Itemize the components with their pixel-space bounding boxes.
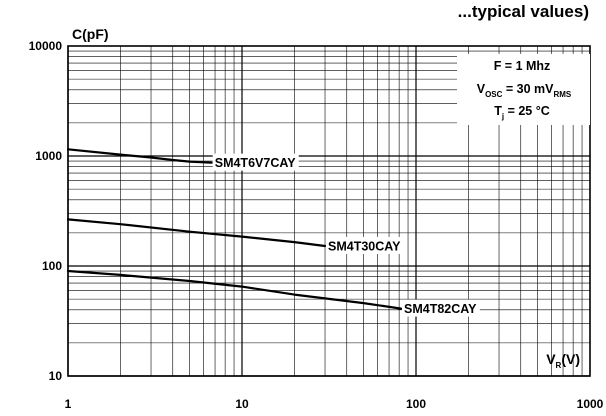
y-tick-label: 10000	[29, 39, 63, 53]
y-tick-label: 100	[42, 259, 62, 273]
condition-voltage: VOSC = 30 mVRMS	[477, 82, 572, 99]
condition-temperature: Tj = 25 °C	[494, 104, 550, 121]
condition-frequency: F = 1 Mhz	[494, 59, 551, 73]
chart-title: ...typical values)	[458, 2, 589, 21]
series-label: SM4T30CAY	[328, 239, 401, 253]
series-line-sm4t30cay	[66, 218, 327, 248]
series-label: SM4T82CAY	[404, 302, 477, 316]
x-tick-label: 1	[65, 397, 72, 411]
plot-frame	[67, 45, 591, 377]
x-tick-label: 1000	[577, 397, 604, 411]
x-axis-label: VR(V)	[546, 351, 580, 370]
series-label-bg	[212, 153, 299, 171]
conditions-box-bg	[457, 54, 590, 125]
series-label-bg	[326, 236, 404, 254]
conditions-box: F = 1 Mhz VOSC = 30 mVRMS Tj = 25 °C	[457, 54, 590, 125]
series-line-sm4t6v7cay	[66, 148, 213, 164]
x-tick-label: 100	[406, 397, 426, 411]
x-tick-label: 10	[235, 397, 249, 411]
series-label: SM4T6V7CAY	[215, 156, 296, 170]
y-axis-label: C(pF)	[72, 26, 109, 42]
series-label-bg	[402, 299, 480, 317]
series-line-sm4t82cay	[66, 269, 403, 310]
y-tick-label: 1000	[35, 149, 62, 163]
y-tick-label: 10	[49, 369, 63, 383]
series-layer: SM4T6V7CAY SM4T30CAY SM4T82CAY	[66, 148, 480, 317]
